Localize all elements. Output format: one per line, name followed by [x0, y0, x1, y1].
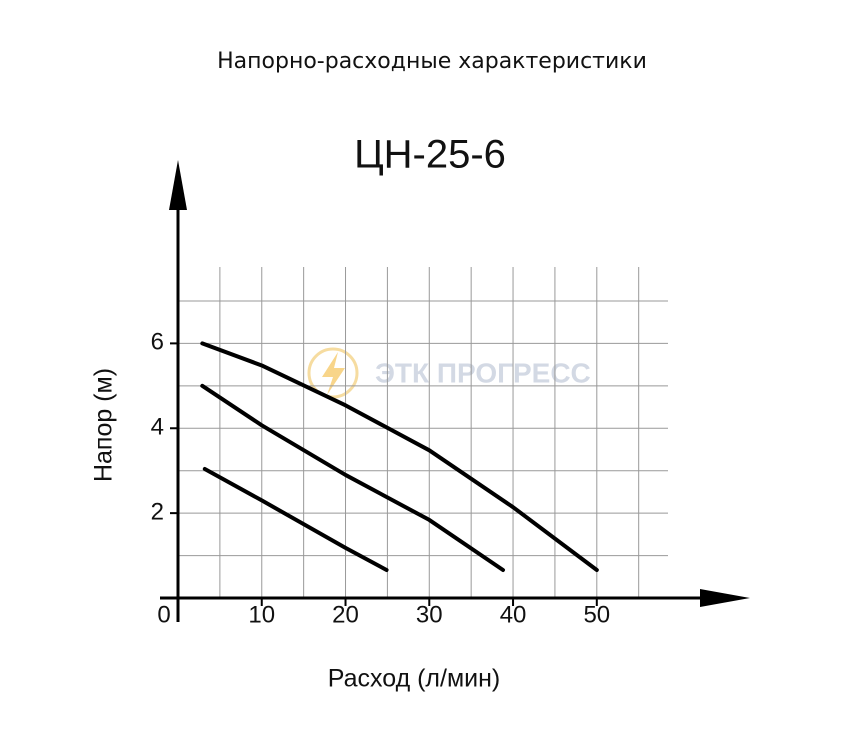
chart-subtitle: ЦН-25-6 — [354, 133, 506, 177]
y-tick-label: 2 — [151, 498, 164, 525]
plot-area: ЭТК ПРОГРЕСС 0 10 20 30 40 50 2 4 6 — [151, 160, 750, 628]
data-line — [200, 383, 505, 572]
x-axis-label: Расход (л/мин) — [328, 665, 501, 693]
x-tick-label: 0 — [157, 601, 170, 628]
watermark-logo — [307, 347, 359, 399]
y-axis-arrow — [169, 160, 187, 210]
y-axis-label: Напор (м) — [90, 368, 118, 482]
data-line — [202, 466, 389, 572]
x-tick-label: 20 — [332, 601, 359, 628]
data-line — [200, 341, 599, 572]
watermark-bolt — [322, 352, 345, 395]
chart-title: Напорно-расходные характеристики — [217, 49, 647, 74]
x-tick-label: 30 — [416, 601, 443, 628]
x-tick-label: 10 — [248, 601, 275, 628]
watermark: ЭТК ПРОГРЕСС — [375, 357, 591, 388]
x-tick-label: 50 — [583, 601, 610, 628]
y-tick-label: 4 — [151, 414, 164, 441]
y-tick-label: 6 — [151, 329, 164, 356]
x-tick-label: 40 — [500, 601, 527, 628]
x-axis-arrow — [700, 589, 750, 607]
